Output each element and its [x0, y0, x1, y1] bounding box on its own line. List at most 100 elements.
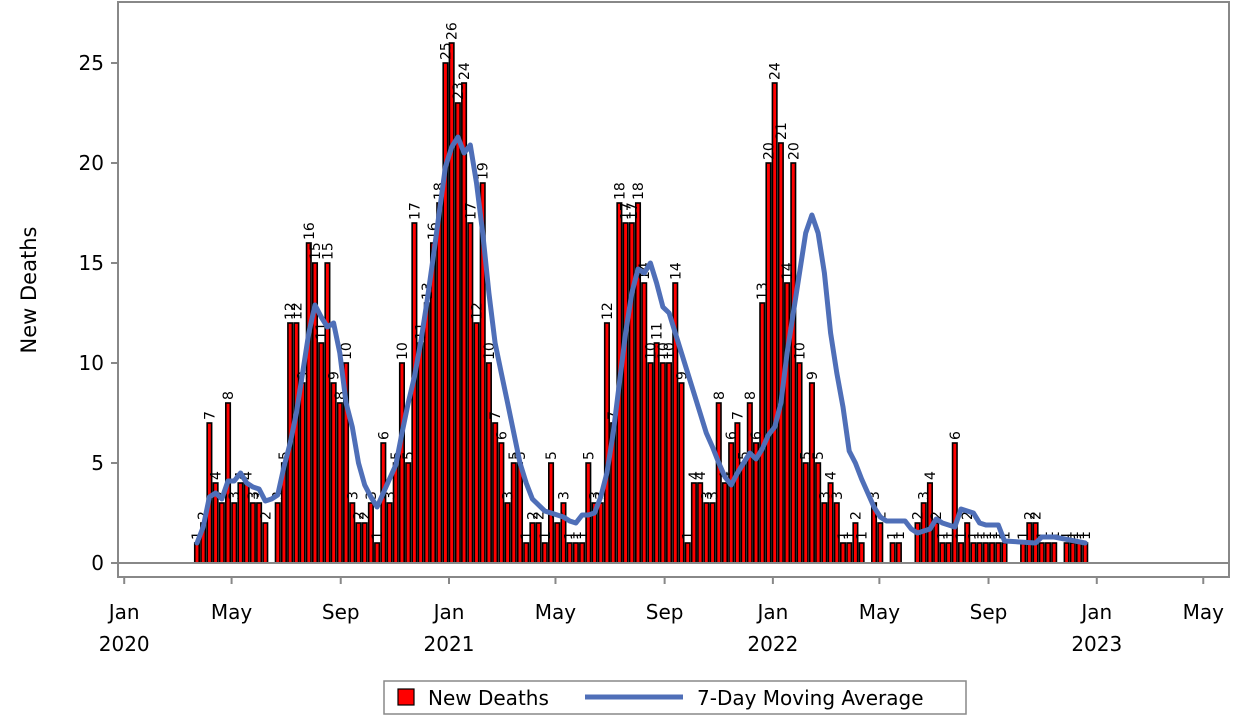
- bar: [299, 382, 306, 564]
- bar: [529, 522, 536, 564]
- bar: [473, 322, 480, 564]
- bar: [535, 522, 542, 564]
- bar-data-label: 6: [724, 431, 740, 440]
- bar-data-label: 10: [643, 342, 659, 360]
- bar: [336, 402, 343, 564]
- bar: [970, 542, 977, 564]
- bar-data-label: 9: [327, 371, 343, 380]
- bar: [417, 342, 424, 564]
- bar: [982, 542, 989, 564]
- bar-data-label: 1: [973, 531, 989, 540]
- bar-data-label: 5: [581, 451, 597, 460]
- bar: [361, 522, 368, 564]
- bar: [647, 362, 654, 564]
- bar-data-label: 2: [358, 511, 374, 520]
- bar: [293, 322, 300, 564]
- bar-data-label: 1: [575, 531, 591, 540]
- x-tick-label: Sep: [322, 600, 360, 624]
- bar-data-label: 9: [805, 371, 821, 380]
- bar-data-label: 12: [470, 302, 486, 320]
- bar: [989, 542, 996, 564]
- bar: [933, 522, 940, 564]
- bar-data-label: 12: [283, 302, 299, 320]
- y-tick-label: 15: [79, 251, 104, 275]
- bar: [957, 542, 965, 564]
- bar: [728, 442, 735, 564]
- bar-data-label: 20: [761, 142, 777, 160]
- bar: [423, 302, 430, 564]
- bar-data-label: 1: [892, 531, 908, 540]
- bar-data-label: 1: [979, 531, 995, 540]
- bar-data-label: 3: [917, 491, 933, 500]
- bar-data-label: 5: [811, 451, 827, 460]
- bar: [1020, 542, 1027, 564]
- y-tick-label: 10: [79, 351, 104, 375]
- bar: [821, 502, 828, 564]
- bar-data-label: 19: [476, 162, 492, 180]
- bar: [448, 42, 455, 564]
- bar-data-label: 2: [848, 511, 864, 520]
- bar-data-label: 1: [942, 531, 958, 540]
- bar: [1038, 542, 1045, 564]
- bar-data-label: 1: [519, 531, 535, 540]
- bar: [765, 162, 772, 564]
- bar-data-label: 4: [923, 471, 939, 480]
- bar: [734, 422, 741, 564]
- x-tick-label: Jan: [755, 600, 788, 624]
- bar-data-label: 12: [600, 302, 616, 320]
- bar-data-label: 10: [662, 342, 678, 360]
- x-tick-label: Sep: [970, 600, 1008, 624]
- bar-data-label: 17: [619, 202, 635, 220]
- bar-data-label: 2: [258, 511, 274, 520]
- bar-data-label: 8: [221, 391, 237, 400]
- bar: [945, 542, 952, 564]
- x-tick-label: May: [859, 600, 901, 624]
- bar: [889, 542, 896, 564]
- bar: [808, 382, 815, 564]
- bar: [597, 502, 604, 564]
- bar: [206, 422, 213, 564]
- bar: [839, 542, 847, 564]
- bar: [274, 502, 281, 564]
- bar-data-label: 2: [351, 511, 367, 520]
- bar-data-label: 3: [246, 491, 262, 500]
- bar-data-label: 7: [730, 411, 746, 420]
- bar-data-label: 2: [960, 511, 976, 520]
- bar-data-label: 5: [401, 451, 417, 460]
- bar-data-label: 6: [749, 431, 765, 440]
- bar: [318, 342, 325, 564]
- bar-data-label: 25: [438, 42, 454, 60]
- bar: [939, 542, 946, 564]
- bar-data-label: 6: [376, 431, 392, 440]
- bar: [1069, 542, 1076, 564]
- bar-data-label: 5: [544, 451, 560, 460]
- bar-data-label: 1: [842, 531, 858, 540]
- bar-data-label: 1: [1072, 531, 1088, 540]
- bar: [1082, 542, 1089, 564]
- bar-data-label: 8: [712, 391, 728, 400]
- bar-data-label: 4: [824, 471, 840, 480]
- bar-data-label: 6: [948, 431, 964, 440]
- bar: [964, 522, 971, 564]
- bar-data-label: 6: [494, 431, 510, 440]
- bar-data-label: 1: [886, 531, 902, 540]
- bar-data-label: 18: [631, 182, 647, 200]
- bar: [504, 502, 511, 564]
- bar-data-label: 14: [780, 262, 796, 280]
- bar-data-label: 23: [451, 82, 467, 100]
- bar-data-label: 1: [935, 531, 951, 540]
- bar-data-label: 1: [538, 531, 554, 540]
- bar: [498, 442, 505, 564]
- bar-data-label: 5: [799, 451, 815, 460]
- bar-data-label: 10: [793, 342, 809, 360]
- bar: [510, 462, 517, 564]
- bar-data-label: 1: [370, 531, 386, 540]
- bar: [858, 542, 865, 564]
- bar-data-label: 8: [333, 391, 349, 400]
- bar: [572, 542, 579, 564]
- bar: [442, 62, 449, 564]
- bar: [324, 262, 331, 564]
- bar: [852, 522, 859, 564]
- x-tick-label: Jan: [432, 600, 465, 624]
- legend-label-moving-average: 7-Day Moving Average: [697, 686, 924, 710]
